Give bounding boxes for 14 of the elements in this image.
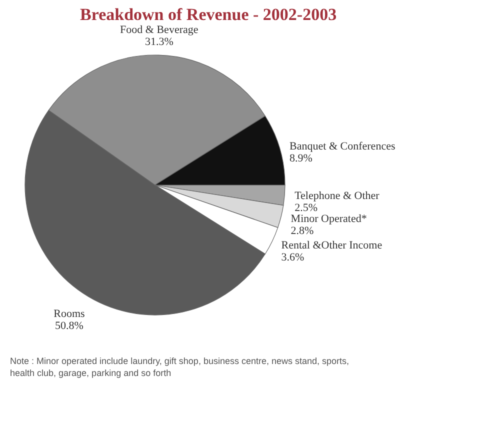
slice-label: Food & Beverage (120, 24, 198, 36)
slice-label: Minor Operated* (290, 212, 367, 225)
data-label: 2.8% (290, 224, 314, 237)
data-label: 2.5% (294, 202, 318, 214)
slice-label: Banquet & Conferences (290, 140, 396, 152)
slice-label: Telephone & Other (294, 190, 380, 202)
data-label: 50.8% (55, 320, 84, 332)
slice-label: Rooms (54, 308, 85, 320)
data-label: 8.9% (290, 152, 312, 164)
data-label: 3.6% (281, 251, 304, 264)
data-label: 31.3% (144, 36, 174, 48)
slice-label: Rental &Other Income (281, 239, 382, 252)
chart-title: Breakdown of Revenue - 2002-2003 (80, 5, 337, 24)
text: Note : Minor operated include laundry, gift shop, business centre, news stand, sports, health club, garage, parking and so forth (10, 356, 350, 378)
